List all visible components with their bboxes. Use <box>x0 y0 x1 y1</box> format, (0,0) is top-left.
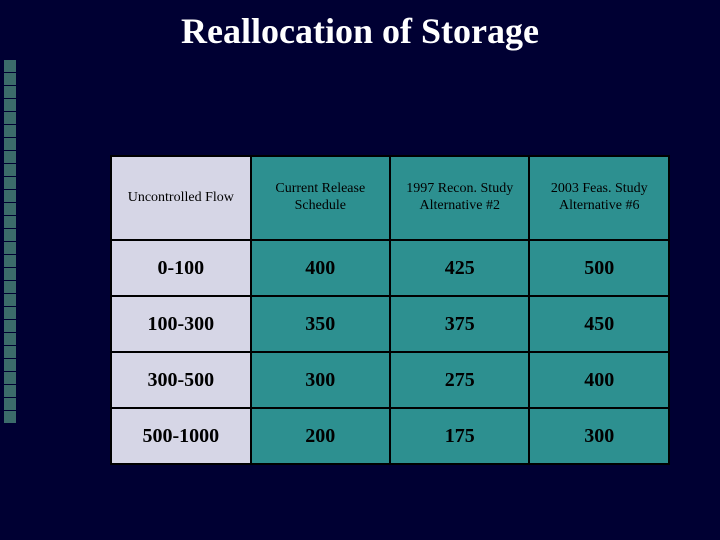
data-cell: 425 <box>390 240 530 296</box>
storage-table-container: Uncontrolled Flow Current Release Schedu… <box>110 155 670 465</box>
data-cell: 175 <box>390 408 530 464</box>
sidebar-square <box>4 333 16 345</box>
sidebar-square <box>4 203 16 215</box>
data-cell: 300 <box>251 352 390 408</box>
sidebar-square <box>4 359 16 371</box>
table-header-row: Uncontrolled Flow Current Release Schedu… <box>111 156 669 240</box>
sidebar-square <box>4 398 16 410</box>
sidebar-square <box>4 190 16 202</box>
sidebar-square <box>4 268 16 280</box>
column-header-2003-feas: 2003 Feas. Study Alternative #6 <box>529 156 669 240</box>
row-label: 100-300 <box>111 296 251 352</box>
data-cell: 400 <box>251 240 390 296</box>
column-header-current-release: Current Release Schedule <box>251 156 390 240</box>
sidebar-square <box>4 125 16 137</box>
sidebar-square <box>4 73 16 85</box>
sidebar-square <box>4 216 16 228</box>
row-label: 0-100 <box>111 240 251 296</box>
column-header-uncontrolled-flow: Uncontrolled Flow <box>111 156 251 240</box>
table-row: 0-100400425500 <box>111 240 669 296</box>
column-header-1997-recon: 1997 Recon. Study Alternative #2 <box>390 156 530 240</box>
sidebar-square <box>4 307 16 319</box>
table-row: 100-300350375450 <box>111 296 669 352</box>
sidebar-square <box>4 138 16 150</box>
data-cell: 350 <box>251 296 390 352</box>
sidebar-decorative-squares <box>0 60 28 423</box>
sidebar-square <box>4 411 16 423</box>
sidebar-square <box>4 294 16 306</box>
table-row: 500-1000200175300 <box>111 408 669 464</box>
sidebar-square <box>4 229 16 241</box>
sidebar-square <box>4 385 16 397</box>
data-cell: 450 <box>529 296 669 352</box>
row-label: 300-500 <box>111 352 251 408</box>
data-cell: 300 <box>529 408 669 464</box>
data-cell: 200 <box>251 408 390 464</box>
sidebar-square <box>4 164 16 176</box>
sidebar-square <box>4 320 16 332</box>
sidebar-square <box>4 112 16 124</box>
sidebar-square <box>4 346 16 358</box>
sidebar-square <box>4 60 16 72</box>
data-cell: 500 <box>529 240 669 296</box>
data-cell: 275 <box>390 352 530 408</box>
table-row: 300-500300275400 <box>111 352 669 408</box>
page-title: Reallocation of Storage <box>0 10 720 52</box>
data-cell: 375 <box>390 296 530 352</box>
sidebar-square <box>4 99 16 111</box>
sidebar-square <box>4 372 16 384</box>
data-cell: 400 <box>529 352 669 408</box>
sidebar-square <box>4 151 16 163</box>
sidebar-square <box>4 177 16 189</box>
sidebar-square <box>4 255 16 267</box>
sidebar-square <box>4 281 16 293</box>
storage-table: Uncontrolled Flow Current Release Schedu… <box>110 155 670 465</box>
sidebar-square <box>4 242 16 254</box>
sidebar-square <box>4 86 16 98</box>
row-label: 500-1000 <box>111 408 251 464</box>
